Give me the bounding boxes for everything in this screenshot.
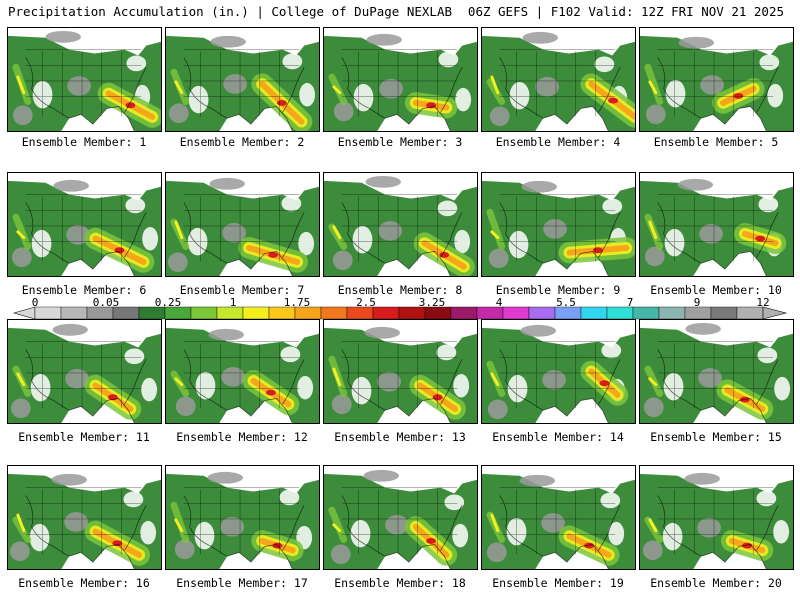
member-map-20[interactable]	[639, 465, 794, 570]
legend-arrow-right	[762, 306, 788, 320]
legend-swatch	[346, 306, 374, 320]
legend-swatch	[268, 306, 296, 320]
member-map-4[interactable]	[481, 27, 636, 132]
legend-label: 0.05	[92, 296, 120, 309]
member-map-13[interactable]	[323, 319, 478, 424]
member-map-7[interactable]	[165, 172, 320, 277]
member-caption-11: Ensemble Member: 11	[18, 430, 150, 444]
member-map-11[interactable]	[7, 319, 162, 424]
legend-swatch	[86, 306, 114, 320]
legend-label: 1.75	[283, 296, 311, 309]
legend-label: 5.5	[556, 296, 576, 309]
legend-swatch	[528, 306, 556, 320]
legend-swatch	[372, 306, 400, 320]
legend-swatch	[502, 306, 530, 320]
legend-label: 4	[495, 296, 503, 309]
member-map-10[interactable]	[639, 172, 794, 277]
legend-swatch	[554, 306, 582, 320]
legend-swatch	[424, 306, 452, 320]
member-map-16[interactable]	[7, 465, 162, 570]
member-caption-12: Ensemble Member: 12	[176, 430, 308, 444]
member-caption-20: Ensemble Member: 20	[650, 576, 782, 590]
member-caption-17: Ensemble Member: 17	[176, 576, 308, 590]
member-caption-18: Ensemble Member: 18	[334, 576, 466, 590]
member-map-9[interactable]	[481, 172, 636, 277]
legend-swatch	[632, 306, 660, 320]
member-caption-16: Ensemble Member: 16	[18, 576, 150, 590]
legend-swatch	[320, 306, 348, 320]
legend-label: 3.25	[418, 296, 446, 309]
legend-swatch	[138, 306, 166, 320]
legend-swatch	[112, 306, 140, 320]
member-map-15[interactable]	[639, 319, 794, 424]
legend-arrow-left	[12, 306, 36, 320]
member-caption-10: Ensemble Member: 10	[650, 283, 782, 297]
member-map-6[interactable]	[7, 172, 162, 277]
member-map-8[interactable]	[323, 172, 478, 277]
legend-swatch	[164, 306, 192, 320]
member-map-12[interactable]	[165, 319, 320, 424]
legend-label: 7	[626, 296, 634, 309]
member-map-2[interactable]	[165, 27, 320, 132]
legend-swatch	[606, 306, 634, 320]
legend-label: 9	[693, 296, 701, 309]
member-caption-13: Ensemble Member: 13	[334, 430, 466, 444]
member-caption-1: Ensemble Member: 1	[21, 135, 147, 149]
legend-swatch	[216, 306, 244, 320]
legend-label: 0.25	[154, 296, 182, 309]
legend-swatch	[34, 306, 62, 320]
member-map-14[interactable]	[481, 319, 636, 424]
legend-label: 2.5	[356, 296, 376, 309]
legend-swatch	[60, 306, 88, 320]
legend-label: 0	[31, 296, 39, 309]
member-caption-6: Ensemble Member: 6	[21, 283, 147, 297]
legend-swatch	[710, 306, 738, 320]
legend-swatch	[580, 306, 608, 320]
member-map-3[interactable]	[323, 27, 478, 132]
member-caption-9: Ensemble Member: 9	[495, 283, 621, 297]
legend-swatch	[242, 306, 270, 320]
legend-swatch	[294, 306, 322, 320]
member-caption-15: Ensemble Member: 15	[650, 430, 782, 444]
member-map-1[interactable]	[7, 27, 162, 132]
member-map-18[interactable]	[323, 465, 478, 570]
legend-swatch	[658, 306, 686, 320]
member-caption-2: Ensemble Member: 2	[179, 135, 305, 149]
legend-swatch	[684, 306, 712, 320]
legend-label: 12	[756, 296, 770, 309]
member-caption-4: Ensemble Member: 4	[495, 135, 621, 149]
map-title: Precipitation Accumulation (in.) | Colle…	[8, 4, 453, 19]
legend-swatch	[398, 306, 426, 320]
legend-swatch	[736, 306, 764, 320]
legend-swatch	[476, 306, 504, 320]
member-caption-5: Ensemble Member: 5	[653, 135, 779, 149]
legend-label: 1	[229, 296, 237, 309]
legend-colorbar	[12, 306, 788, 320]
member-caption-8: Ensemble Member: 8	[337, 283, 463, 297]
member-caption-3: Ensemble Member: 3	[337, 135, 463, 149]
run-info: 06Z GEFS | F102 Valid: 12Z FRI NOV 21 20…	[467, 4, 784, 19]
legend-swatch	[450, 306, 478, 320]
member-map-5[interactable]	[639, 27, 794, 132]
legend-swatch	[190, 306, 218, 320]
member-caption-19: Ensemble Member: 19	[492, 576, 624, 590]
member-map-19[interactable]	[481, 465, 636, 570]
member-map-17[interactable]	[165, 465, 320, 570]
member-caption-14: Ensemble Member: 14	[492, 430, 624, 444]
member-caption-7: Ensemble Member: 7	[179, 283, 305, 297]
